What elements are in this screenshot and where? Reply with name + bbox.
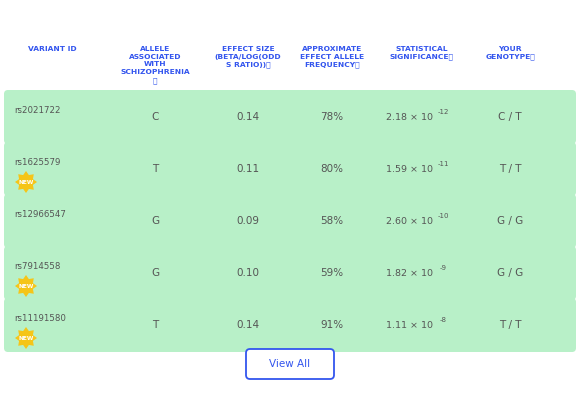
FancyBboxPatch shape xyxy=(4,246,576,300)
Text: 0.14: 0.14 xyxy=(237,112,260,122)
Text: View All: View All xyxy=(270,359,310,369)
Text: G: G xyxy=(151,268,159,278)
Text: 78%: 78% xyxy=(320,112,343,122)
Text: T / T: T / T xyxy=(499,164,521,174)
Text: rs2021722: rs2021722 xyxy=(14,106,60,115)
Text: T: T xyxy=(152,320,158,330)
Text: 0.10: 0.10 xyxy=(237,268,259,278)
Text: ALLELE
ASSOCIATED
WITH
SCHIZOPHRENIA
ⓘ: ALLELE ASSOCIATED WITH SCHIZOPHRENIA ⓘ xyxy=(120,46,190,84)
Text: NEW: NEW xyxy=(19,179,34,185)
Text: G / G: G / G xyxy=(497,268,523,278)
Text: G / G: G / G xyxy=(497,216,523,226)
FancyBboxPatch shape xyxy=(246,349,334,379)
Text: EFFECT SIZE
(BETA/LOG(ODD
S RATIO))ⓘ: EFFECT SIZE (BETA/LOG(ODD S RATIO))ⓘ xyxy=(215,46,281,68)
FancyBboxPatch shape xyxy=(4,142,576,196)
Text: rs11191580: rs11191580 xyxy=(14,314,66,323)
Text: STATISTICAL
SIGNIFICANCEⓘ: STATISTICAL SIGNIFICANCEⓘ xyxy=(390,46,454,60)
Polygon shape xyxy=(15,275,37,297)
Text: 91%: 91% xyxy=(320,320,343,330)
Text: rs7914558: rs7914558 xyxy=(14,262,60,271)
Text: APPROXIMATE
EFFECT ALLELE
FREQUENCYⓘ: APPROXIMATE EFFECT ALLELE FREQUENCYⓘ xyxy=(300,46,364,68)
Text: 0.14: 0.14 xyxy=(237,320,260,330)
Text: NEW: NEW xyxy=(19,335,34,341)
Text: C: C xyxy=(151,112,159,122)
Text: 1.59 × 10: 1.59 × 10 xyxy=(386,164,433,173)
Text: NEW: NEW xyxy=(19,283,34,289)
Polygon shape xyxy=(15,171,37,193)
Text: -10: -10 xyxy=(437,214,449,220)
Text: -12: -12 xyxy=(437,110,449,116)
Text: T / T: T / T xyxy=(499,320,521,330)
Text: 0.09: 0.09 xyxy=(237,216,259,226)
Text: T: T xyxy=(152,164,158,174)
Text: VARIANT ID: VARIANT ID xyxy=(28,46,77,52)
Text: 0.11: 0.11 xyxy=(237,164,260,174)
FancyBboxPatch shape xyxy=(4,298,576,352)
Text: -9: -9 xyxy=(440,266,447,272)
Text: 1.82 × 10: 1.82 × 10 xyxy=(386,268,433,278)
Text: 2.60 × 10: 2.60 × 10 xyxy=(386,216,433,225)
FancyBboxPatch shape xyxy=(4,90,576,144)
Text: rs12966547: rs12966547 xyxy=(14,210,66,219)
Text: rs1625579: rs1625579 xyxy=(14,158,60,167)
Text: 80%: 80% xyxy=(321,164,343,174)
FancyBboxPatch shape xyxy=(4,194,576,248)
Text: 59%: 59% xyxy=(320,268,343,278)
Polygon shape xyxy=(15,327,37,349)
Text: YOUR
GENOTYPEⓘ: YOUR GENOTYPEⓘ xyxy=(485,46,535,60)
Text: G: G xyxy=(151,216,159,226)
Text: 2.18 × 10: 2.18 × 10 xyxy=(386,112,433,121)
Text: -11: -11 xyxy=(437,162,449,168)
Text: C / T: C / T xyxy=(498,112,522,122)
Text: 58%: 58% xyxy=(320,216,343,226)
Text: -8: -8 xyxy=(440,318,447,324)
Text: 1.11 × 10: 1.11 × 10 xyxy=(386,320,433,330)
